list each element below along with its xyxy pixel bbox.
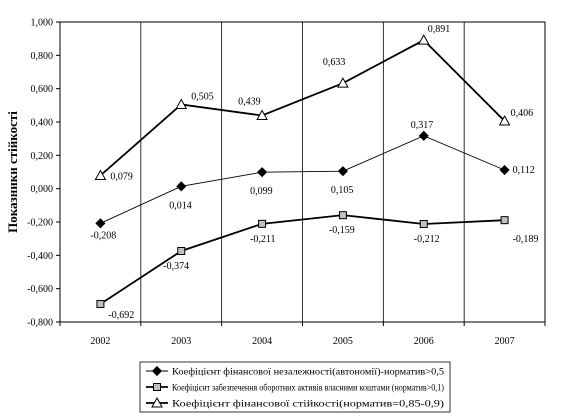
data-point-square	[177, 247, 186, 255]
y-tick-label: 0,000	[31, 184, 54, 195]
x-tick-label: 2007	[495, 336, 515, 347]
data-label: -0,212	[414, 234, 440, 245]
series-line	[100, 135, 505, 224]
data-point-square	[500, 216, 509, 225]
data-point-triangle	[337, 77, 349, 88]
data-label: -0,692	[108, 310, 134, 321]
data-point-triangle	[256, 109, 268, 120]
x-tick-label: 2002	[90, 336, 110, 347]
data-label: 0,317	[411, 120, 434, 131]
y-tick-label: -0,800	[27, 318, 53, 329]
data-point-square	[338, 211, 347, 220]
data-point-diamond	[337, 166, 348, 177]
y-tick-label: 0,200	[31, 151, 54, 162]
data-label: 0,406	[511, 108, 534, 119]
series-line	[99, 39, 506, 177]
legend-entry: Коефіцієнт фінансової стійкості(норматив…	[172, 399, 444, 410]
data-point-diamond	[95, 218, 106, 229]
legend: Коефіцієнт фінансової незалежності(автон…	[139, 361, 451, 413]
data-label: -0,374	[163, 261, 189, 272]
y-axis-label: Показники стійкості	[5, 111, 20, 233]
series-line	[99, 214, 505, 305]
data-label: -0,159	[329, 225, 355, 236]
data-label: -0,208	[90, 230, 116, 241]
y-tick-label: -0,400	[27, 251, 53, 262]
y-axis-ticks: 1,000 0,800 0,600 0,400 0,200 0,000 -0,200 -0,4…	[27, 18, 60, 329]
legend-box	[139, 361, 451, 413]
data-point-triangle	[94, 169, 107, 180]
data-point-square	[96, 300, 105, 308]
x-tick-label: 2004	[252, 336, 272, 347]
legend-marker-diamond	[151, 365, 163, 377]
data-point-diamond	[418, 130, 429, 141]
data-point-diamond	[176, 181, 187, 192]
data-label: 0,079	[110, 172, 132, 183]
y-tick-label: 0,800	[31, 51, 54, 62]
x-tick-label: 2006	[414, 336, 434, 347]
y-tick-label: 1,000	[31, 18, 54, 29]
y-tick-label: -0,600	[27, 284, 53, 295]
data-label: -0,189	[513, 234, 539, 245]
y-tick-label: 0,400	[31, 118, 54, 129]
legend-entry: Коефіцієнт фінансової незалежності(автон…	[172, 367, 444, 378]
legend-marker-square	[153, 383, 161, 391]
y-tick-label: 0,600	[31, 84, 54, 95]
data-label: 0,112	[513, 165, 535, 176]
data-label: -0,211	[250, 234, 275, 245]
data-point-triangle	[498, 114, 511, 126]
x-axis-ticks: 2002 2003 2004 2005 2006 2007	[59, 322, 546, 347]
legend-marker-triangle	[151, 396, 163, 408]
series-triangle: 0,079 0,505 0,439 0,633 0,891 0,406	[94, 24, 534, 183]
data-point-diamond	[499, 164, 510, 176]
data-point-square	[419, 220, 428, 228]
legend-entry: Коефіцієнт забезпечення оборотних активі…	[172, 383, 444, 394]
x-tick-label: 2003	[171, 336, 191, 347]
data-point-triangle	[417, 34, 430, 45]
data-point-diamond	[257, 167, 268, 178]
y-tick-label: -0,200	[27, 218, 53, 229]
data-label: 0,891	[428, 24, 451, 35]
data-label: 0,505	[191, 92, 214, 103]
x-tick-label: 2005	[333, 336, 353, 347]
series-diamond: -0,208 0,014 0,099 0,105 0,317 0,112	[90, 120, 534, 241]
data-label: 0,099	[250, 186, 272, 197]
data-label: 0,105	[331, 185, 354, 196]
data-label: 0,014	[169, 200, 192, 211]
data-point-square	[258, 219, 267, 228]
series-square: -0,692 -0,374 -0,211 -0,159 -0,212 -0,189	[96, 211, 539, 321]
data-label: 0,633	[323, 57, 346, 68]
data-point-triangle	[175, 98, 188, 109]
data-label: 0,439	[238, 97, 260, 108]
